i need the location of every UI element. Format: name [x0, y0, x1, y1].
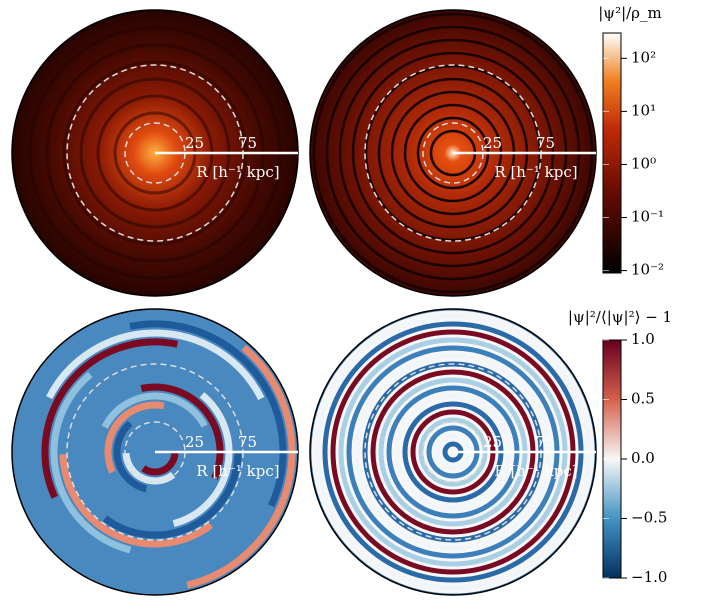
tick-label: 1.0	[631, 330, 655, 348]
tick-label: 10²	[631, 48, 656, 66]
arc	[140, 383, 224, 480]
tick-label: −1.0	[631, 568, 667, 586]
ring-label: 75	[536, 433, 555, 451]
arc	[102, 453, 242, 539]
arc	[101, 392, 208, 429]
ring-label: 75	[238, 134, 257, 152]
ring-label: 75	[536, 134, 555, 152]
colorbar-label: |ψ²|/ρ_m	[598, 4, 661, 22]
axis-label: R [h⁻¹ kpc]	[196, 163, 279, 181]
tick-label: 10¹	[631, 101, 656, 119]
arc	[122, 452, 176, 485]
ring-label: 25	[185, 433, 204, 451]
arc	[50, 371, 132, 554]
axis-label: R [h⁻¹ kpc]	[196, 462, 279, 480]
arc	[172, 392, 233, 528]
tick-label: 10⁰	[631, 154, 656, 172]
tick-label: −0.5	[631, 509, 667, 527]
arc	[129, 320, 287, 508]
colorbar-label: |ψ|²/⟨|ψ|²⟩ − 1	[568, 308, 672, 326]
panel	[12, 309, 298, 595]
arc	[113, 420, 148, 493]
colorbar	[602, 32, 622, 274]
ring-label: 25	[483, 134, 502, 152]
arc	[104, 401, 165, 474]
axis-label: R [h⁻¹ kpc]	[494, 462, 577, 480]
tick-label: 0.0	[631, 449, 655, 467]
arc	[186, 344, 296, 589]
tick-label: 10⁻¹	[631, 208, 664, 226]
arc	[59, 454, 214, 548]
ring-label: 25	[483, 433, 502, 451]
tick-label: 10⁻²	[631, 261, 664, 279]
ring-label: 25	[185, 134, 204, 152]
arc	[46, 329, 265, 401]
arc	[141, 451, 179, 476]
panel-art	[11, 9, 597, 596]
ring-label: 75	[238, 433, 257, 451]
tick-label: 0.5	[631, 390, 655, 408]
axis-label: R [h⁻¹ kpc]	[494, 163, 577, 181]
arc	[41, 338, 179, 499]
